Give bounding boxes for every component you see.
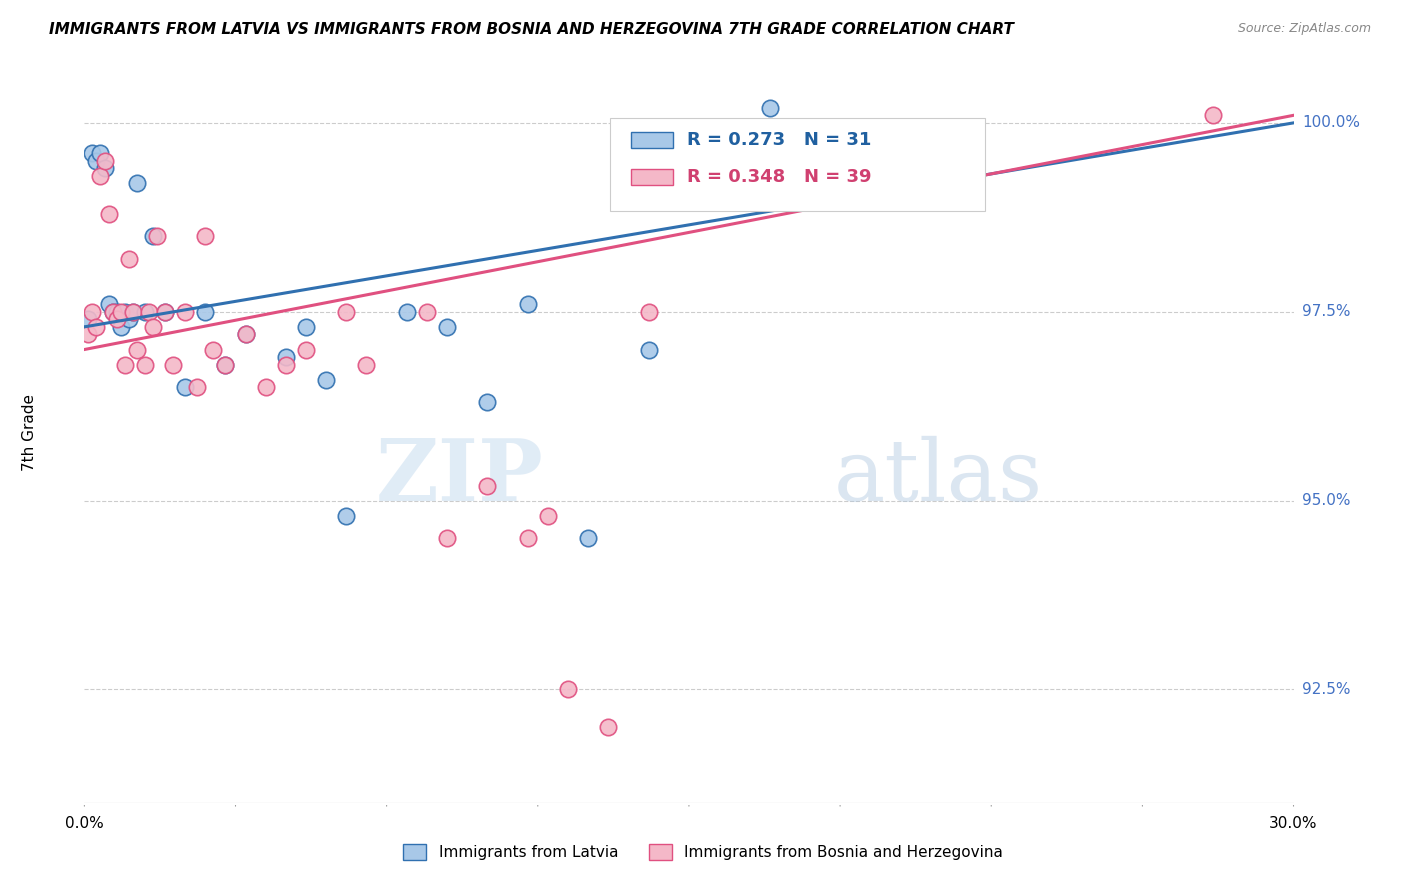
Point <box>153 304 176 318</box>
Point <box>153 304 176 318</box>
Point <box>82 146 104 161</box>
Point <box>82 304 104 318</box>
Point <box>105 304 128 318</box>
Point <box>416 304 439 318</box>
Point <box>93 153 115 168</box>
Point <box>202 343 225 357</box>
Point <box>125 177 148 191</box>
Point <box>142 229 165 244</box>
Point <box>576 532 599 546</box>
Point <box>315 373 337 387</box>
Point <box>436 532 458 546</box>
Text: 92.5%: 92.5% <box>1302 682 1350 697</box>
Point <box>114 358 136 372</box>
Point <box>637 304 659 318</box>
Point <box>235 327 257 342</box>
Point <box>93 161 115 176</box>
Point <box>142 319 165 334</box>
Point <box>138 304 160 318</box>
Point <box>335 304 357 318</box>
Point <box>274 350 297 364</box>
Text: R = 0.273   N = 31: R = 0.273 N = 31 <box>686 131 870 149</box>
Point <box>121 304 143 318</box>
Point <box>274 358 297 372</box>
Point <box>101 304 124 318</box>
Text: IMMIGRANTS FROM LATVIA VS IMMIGRANTS FROM BOSNIA AND HERZEGOVINA 7TH GRADE CORRE: IMMIGRANTS FROM LATVIA VS IMMIGRANTS FRO… <box>49 22 1014 37</box>
Point <box>77 327 100 342</box>
Point <box>186 380 208 394</box>
Point <box>110 319 132 334</box>
Point <box>125 343 148 357</box>
Point <box>758 101 780 115</box>
Point <box>86 319 108 334</box>
Point <box>101 304 124 318</box>
FancyBboxPatch shape <box>610 118 986 211</box>
Point <box>77 312 100 326</box>
Point <box>121 304 143 318</box>
Point <box>214 358 236 372</box>
Point <box>118 312 141 326</box>
Point <box>194 304 217 318</box>
Point <box>516 297 538 311</box>
Point <box>295 343 318 357</box>
Point <box>254 380 277 394</box>
Point <box>436 319 458 334</box>
Text: 97.5%: 97.5% <box>1302 304 1350 319</box>
Point <box>97 206 120 220</box>
Point <box>162 358 184 372</box>
Point <box>89 169 111 183</box>
Point <box>194 229 217 244</box>
Point <box>557 682 579 697</box>
Point <box>537 508 560 523</box>
Text: R = 0.348   N = 39: R = 0.348 N = 39 <box>686 169 872 186</box>
Point <box>110 304 132 318</box>
Point <box>134 304 156 318</box>
Point <box>356 358 378 372</box>
Text: 100.0%: 100.0% <box>1302 115 1360 130</box>
Text: ZIP: ZIP <box>375 435 544 519</box>
Point <box>105 312 128 326</box>
Point <box>174 380 197 394</box>
Point <box>134 358 156 372</box>
Bar <box>631 132 673 148</box>
Point <box>335 508 357 523</box>
Point <box>516 532 538 546</box>
Point <box>1202 108 1225 122</box>
Text: 95.0%: 95.0% <box>1302 493 1350 508</box>
Point <box>146 229 169 244</box>
Point <box>118 252 141 266</box>
Text: 7th Grade: 7th Grade <box>22 394 38 471</box>
Point <box>235 327 257 342</box>
Point <box>114 304 136 318</box>
Point <box>395 304 418 318</box>
Point <box>295 319 318 334</box>
Point <box>477 395 499 409</box>
Point <box>598 720 620 734</box>
Point <box>637 343 659 357</box>
Text: 30.0%: 30.0% <box>1270 816 1317 831</box>
Text: 0.0%: 0.0% <box>65 816 104 831</box>
Point <box>89 146 111 161</box>
Legend: Immigrants from Latvia, Immigrants from Bosnia and Herzegovina: Immigrants from Latvia, Immigrants from … <box>398 838 1008 866</box>
Point <box>477 478 499 492</box>
Point <box>86 153 108 168</box>
Text: Source: ZipAtlas.com: Source: ZipAtlas.com <box>1237 22 1371 36</box>
Point <box>174 304 197 318</box>
Point <box>97 297 120 311</box>
Text: atlas: atlas <box>834 435 1043 518</box>
Point <box>214 358 236 372</box>
Bar <box>631 169 673 186</box>
